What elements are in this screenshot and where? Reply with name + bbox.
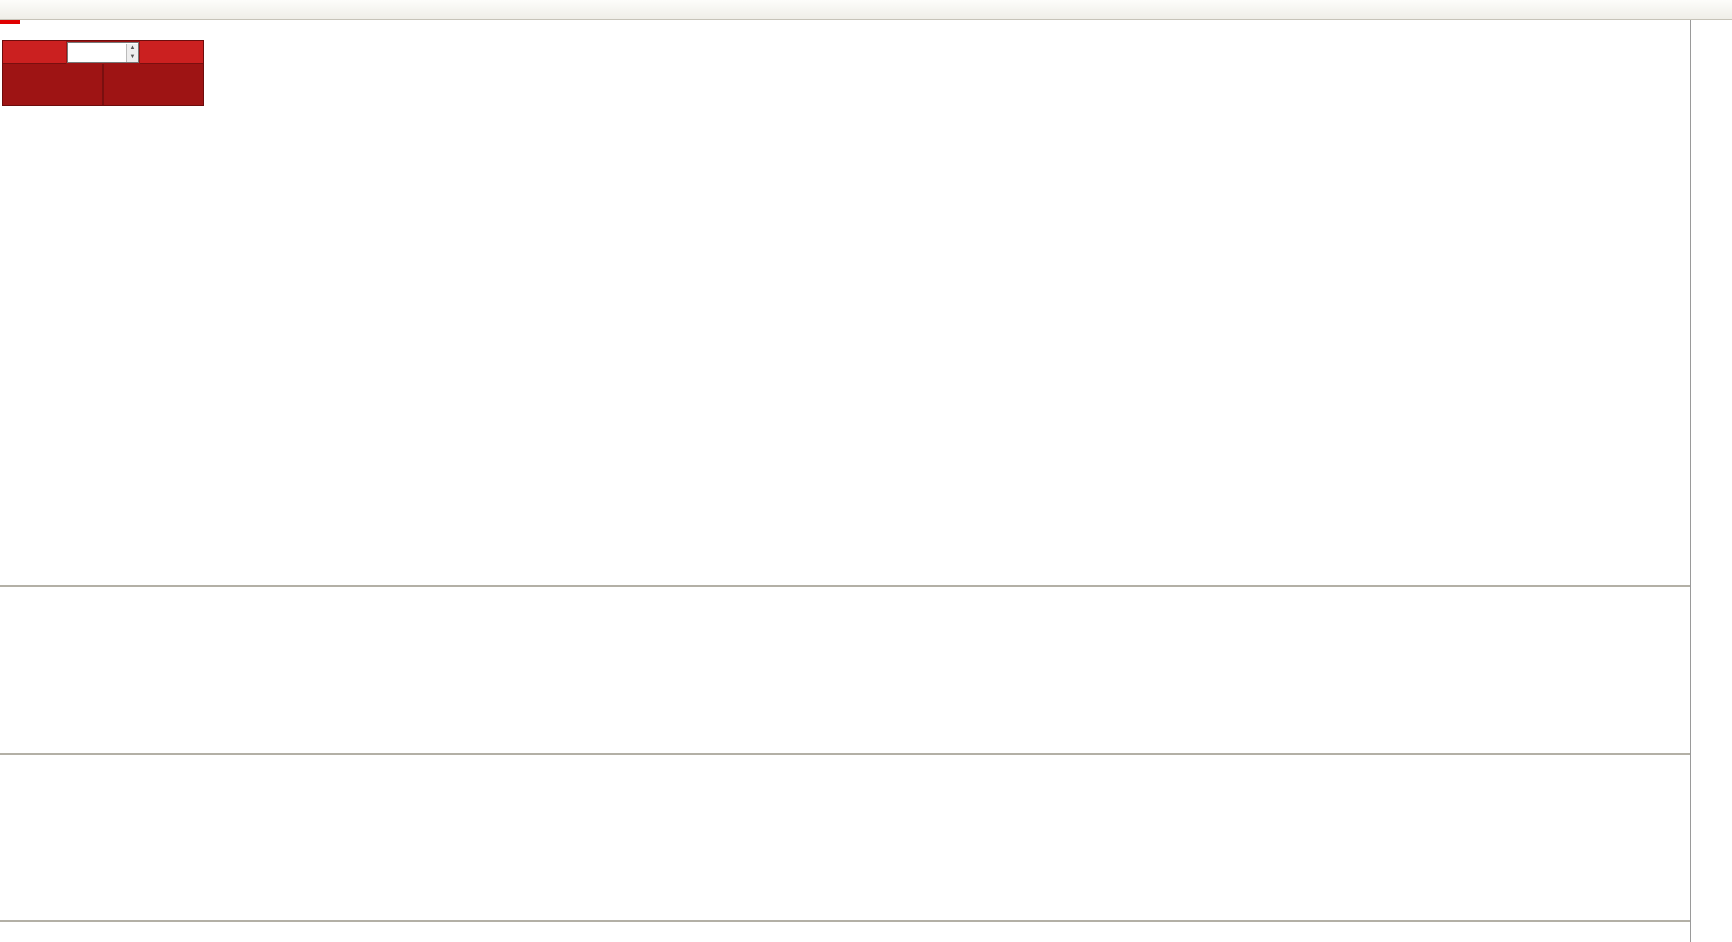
time-axis[interactable] xyxy=(0,922,1690,942)
volume-down-button[interactable]: ▼ xyxy=(127,52,138,62)
toolbar xyxy=(0,0,1732,20)
price-divider xyxy=(102,64,104,105)
panel-separator[interactable] xyxy=(0,920,1732,922)
macd-panel[interactable] xyxy=(0,587,1690,753)
panel-separator[interactable] xyxy=(0,753,1732,755)
panel-separator[interactable] xyxy=(0,585,1732,587)
rsi-panel[interactable] xyxy=(0,755,1690,920)
volume-up-button[interactable]: ▲ xyxy=(127,43,138,53)
volume-spinner: ▲ ▼ xyxy=(126,43,138,62)
volume-input[interactable]: ▲ ▼ xyxy=(67,42,139,63)
price-callout-label xyxy=(0,20,20,24)
price-axis[interactable] xyxy=(1690,20,1732,942)
sell-button[interactable] xyxy=(3,41,66,64)
one-click-trading-panel: ▲ ▼ xyxy=(2,40,204,106)
buy-button[interactable] xyxy=(140,41,203,64)
buy-price[interactable] xyxy=(104,64,203,105)
candlestick-chart[interactable]: ▲ ▼ xyxy=(0,20,1690,585)
sell-price[interactable] xyxy=(3,64,102,105)
